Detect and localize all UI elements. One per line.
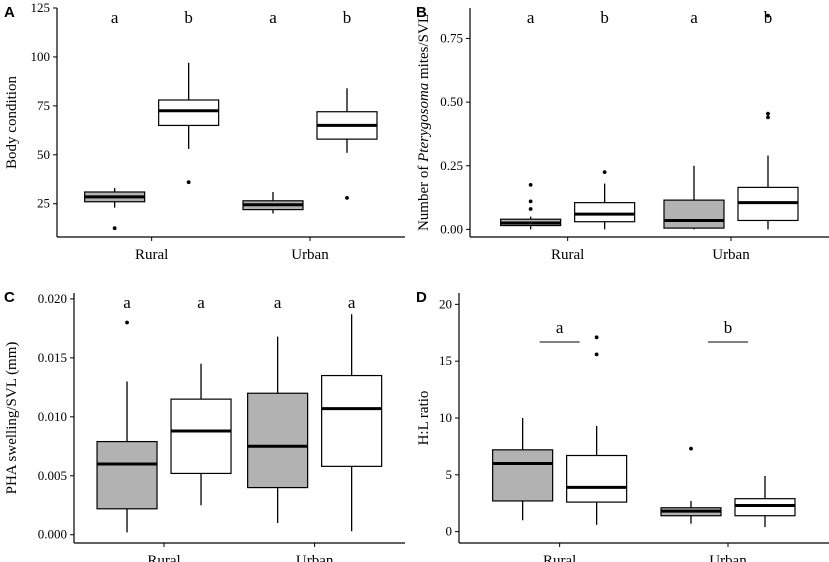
iqr-box (574, 202, 636, 223)
x-category-label: Rural (147, 553, 180, 562)
iqr-box (492, 449, 554, 502)
white-box-rural (566, 335, 628, 525)
white-box-urban (316, 88, 378, 200)
outlier-point (766, 111, 770, 116)
iqr-box (321, 374, 383, 467)
outlier-point (766, 13, 770, 18)
significance-letter: a (111, 8, 119, 27)
outlier-point (345, 195, 349, 200)
gray-box-urban (660, 446, 722, 524)
y-tick-label: 0.50 (440, 94, 463, 109)
white-box-urban (737, 13, 799, 230)
outlier-point (689, 446, 693, 451)
outlier-point (112, 226, 117, 231)
y-tick-label: 10 (439, 410, 452, 425)
panel-letter: C (4, 289, 15, 306)
significance-letter: a (690, 8, 698, 27)
x-category-label: Urban (712, 247, 750, 263)
gray-box-urban (663, 165, 725, 230)
outlier-point (766, 115, 770, 120)
significance-letter: b (184, 8, 193, 27)
y-axis-title: PHA swelling/SVL (mm) (4, 342, 20, 495)
outlier-point (602, 170, 607, 175)
y-tick-label: 0.00 (440, 221, 463, 236)
white-box-rural (170, 363, 232, 506)
outlier-point (528, 199, 533, 204)
white-box-rural (574, 170, 636, 230)
panel-letter: D (416, 289, 427, 306)
iqr-box (247, 392, 309, 489)
x-category-label: Rural (543, 553, 576, 562)
y-tick-label: 0.000 (38, 527, 67, 542)
y-tick-label: 50 (37, 147, 50, 162)
y-tick-label: 0.25 (440, 158, 463, 173)
panel-a-chart: A 25 50 75 100 125 Rural Urban Body condition a b a… (4, 0, 405, 263)
gray-box-urban (247, 336, 309, 523)
y-axis-title: Number of Pterygosoma mites/SVL (416, 14, 432, 231)
iqr-box (663, 199, 725, 229)
x-category-label: Urban (291, 247, 329, 263)
significance-letter: a (556, 318, 564, 337)
panel-letter: A (4, 4, 15, 21)
gray-box-rural (500, 182, 562, 230)
y-tick-label: 0 (446, 524, 453, 539)
y-tick-label: 100 (31, 49, 51, 64)
significance-letter: a (269, 8, 277, 27)
x-category-label: Urban (296, 553, 334, 562)
gray-box-urban (242, 191, 304, 214)
outlier-point (125, 320, 129, 325)
gray-box-rural (492, 418, 554, 521)
significance-letter: a (123, 293, 131, 312)
y-tick-label: 0.020 (38, 291, 67, 306)
y-tick-label: 0.005 (38, 468, 67, 483)
panel-d-chart: D 0 5 10 15 20 Rural Urban H:L ratio a b (416, 289, 829, 562)
y-tick-label: 0.010 (38, 409, 67, 424)
outlier-point (528, 182, 533, 187)
outlier-point (528, 207, 533, 211)
y-tick-label: 125 (31, 0, 51, 15)
outlier-point (594, 352, 599, 357)
white-box-urban (321, 314, 383, 532)
y-tick-label: 5 (446, 467, 453, 482)
significance-letter: a (348, 293, 356, 312)
x-category-label: Rural (135, 247, 168, 263)
panel-letter: B (416, 4, 427, 21)
white-box-rural (158, 62, 220, 185)
y-tick-label: 0.015 (38, 350, 67, 365)
y-tick-label: 15 (439, 353, 452, 368)
iqr-box (170, 398, 232, 475)
significance-letter: a (274, 293, 282, 312)
significance-letter: a (197, 293, 205, 312)
iqr-box (96, 440, 158, 510)
y-tick-label: 25 (37, 196, 50, 211)
y-tick-label: 0.75 (440, 31, 463, 46)
significance-letter: a (527, 8, 535, 27)
iqr-box (158, 99, 220, 127)
panel-b-chart: B 0.00 0.25 0.50 0.75 Rural Urban Number of Pte… (416, 4, 829, 263)
outlier-point (186, 180, 191, 185)
y-axis-title: Body condition (4, 76, 20, 169)
significance-letter: b (600, 8, 609, 27)
y-axis-title: H:L ratio (416, 391, 432, 446)
gray-box-rural (96, 320, 158, 533)
significance-letter: b (724, 318, 733, 337)
iqr-box (734, 498, 796, 517)
white-box-urban (734, 475, 796, 528)
y-tick-label: 75 (37, 98, 50, 113)
panel-c-chart: C 0.000 0.005 0.010 0.015 0.020 Rural Urban PHA … (4, 289, 405, 562)
iqr-box (566, 454, 628, 503)
y-tick-label: 20 (439, 296, 452, 311)
outlier-point (594, 335, 599, 340)
x-category-label: Urban (709, 553, 747, 562)
gray-box-rural (84, 188, 146, 231)
x-category-label: Rural (551, 247, 584, 263)
significance-letter: b (343, 8, 352, 27)
significance-letter: b (764, 8, 773, 27)
